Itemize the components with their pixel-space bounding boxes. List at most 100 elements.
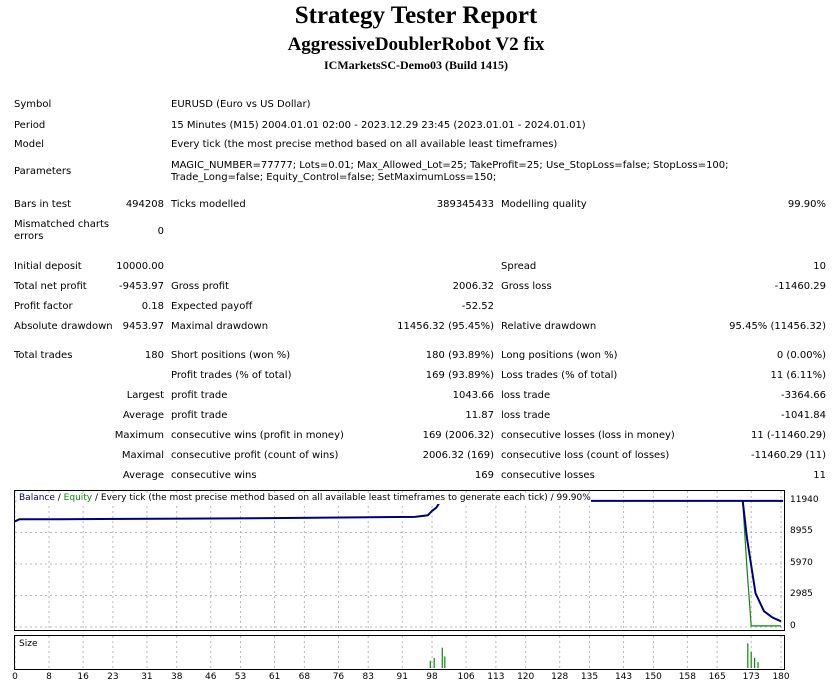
- y-tick-2: 5970: [790, 557, 813, 568]
- x-tick-15: 113: [487, 672, 505, 682]
- x-tick-10: 76: [332, 672, 345, 682]
- largest-loss-value: -3364.66: [781, 390, 826, 401]
- legend-balance: Balance: [19, 493, 55, 503]
- y-tick-0: 11940: [790, 494, 819, 505]
- x-tick-19: 143: [614, 672, 633, 682]
- legend-equity: Equity: [63, 493, 93, 503]
- profittrades-label: Profit trades (% of total): [171, 370, 292, 381]
- x-tick-11: 83: [362, 672, 374, 682]
- maximal-loss-value: -11460.29 (11): [750, 450, 826, 461]
- x-tick-18: 135: [580, 672, 599, 682]
- x-tick-4: 31: [141, 672, 153, 682]
- ticks-value: 389345433: [436, 199, 494, 210]
- avg-losses-label: consecutive losses: [501, 470, 595, 481]
- avg-wins-value: 169: [474, 470, 494, 481]
- x-tick-21: 158: [678, 672, 696, 682]
- maximal-label: Maximal: [121, 450, 164, 461]
- netprofit-value: -9453.97: [119, 281, 164, 292]
- long-label: Long positions (won %): [501, 350, 618, 361]
- x-tick-13: 98: [426, 672, 438, 682]
- netprofit-label: Total net profit: [14, 281, 87, 292]
- average-loss-value: -1041.84: [781, 410, 826, 421]
- x-tick-6: 46: [205, 672, 217, 682]
- x-tick-12: 91: [396, 672, 408, 682]
- x-tick-17: 128: [551, 672, 569, 682]
- grossprofit-value: 2006.32: [452, 281, 494, 292]
- largest-profit-label: profit trade: [171, 390, 228, 401]
- model-value: Every tick (the most precise method base…: [171, 139, 558, 150]
- maxdrawdown-value: 11456.32 (95.45%): [397, 321, 494, 332]
- y-tick-3: 2985: [790, 589, 813, 600]
- deposit-label: Initial deposit: [14, 261, 82, 272]
- chart-legend: Balance / Equity / Every tick (the most …: [19, 493, 591, 504]
- size-chart: Size: [14, 635, 785, 670]
- avg-losses-value: 11: [813, 470, 826, 481]
- balance-chart-svg: [15, 491, 784, 630]
- balance-chart: Balance / Equity / Every tick (the most …: [14, 490, 785, 631]
- losstrades-label: Loss trades (% of total): [501, 370, 618, 381]
- profitfactor-label: Profit factor: [14, 301, 73, 312]
- mismatch-label: Mismatched charts errors: [14, 219, 110, 242]
- largest-label: Largest: [126, 390, 164, 401]
- robot-name: AggressiveDoublerRobot V2 fix: [287, 34, 545, 55]
- maximal-profit-label: consecutive profit (count of wins): [171, 450, 339, 461]
- largest-loss-label: loss trade: [501, 390, 551, 401]
- average-label: Average: [122, 410, 164, 421]
- avg-consecutive-label: Average: [122, 470, 164, 481]
- profittrades-value: 169 (93.89%): [425, 370, 494, 381]
- max-losses-value: 11 (-11460.29): [750, 430, 826, 441]
- absdrawdown-value: 9453.97: [122, 321, 164, 332]
- legend-desc: / Every tick (the most precise method ba…: [92, 493, 591, 503]
- mismatch-value: 0: [157, 226, 164, 237]
- average-loss-label: loss trade: [501, 410, 551, 421]
- model-label: Model: [14, 139, 45, 150]
- period-label: Period: [14, 120, 46, 131]
- x-tick-24: 180: [772, 672, 790, 682]
- grossprofit-label: Gross profit: [171, 281, 229, 292]
- totaltrades-value: 180: [144, 350, 164, 361]
- largest-profit-value: 1043.66: [452, 390, 494, 401]
- short-value: 180 (93.89%): [425, 350, 494, 361]
- x-tick-8: 61: [268, 672, 281, 682]
- x-tick-22: 165: [708, 672, 726, 682]
- x-tick-16: 120: [517, 672, 535, 682]
- x-tick-0: 0: [12, 672, 18, 682]
- period-value: 15 Minutes (M15) 2004.01.01 02:00 - 2023…: [171, 120, 586, 131]
- grossloss-value: -11460.29: [774, 281, 826, 292]
- reldrawdown-label: Relative drawdown: [501, 321, 597, 332]
- maximal-profit-value: 2006.32 (169): [422, 450, 494, 461]
- average-profit-value: 11.87: [465, 410, 494, 421]
- expectedpayoff-value: -52.52: [461, 301, 494, 312]
- x-tick-23: 173: [742, 672, 760, 682]
- x-tick-2: 16: [77, 672, 89, 682]
- spread-value: 10: [813, 261, 826, 272]
- y-tick-4: 0: [790, 621, 796, 631]
- maximal-loss-label: consecutive loss (count of losses): [501, 450, 670, 461]
- short-label: Short positions (won %): [171, 350, 291, 361]
- deposit-value: 10000.00: [116, 261, 164, 272]
- size-label: Size: [19, 639, 38, 649]
- long-value: 0 (0.00%): [776, 350, 826, 361]
- x-tick-1: 8: [46, 672, 52, 682]
- balance-line: [15, 499, 784, 623]
- size-chart-svg: [15, 636, 782, 669]
- x-tick-14: 106: [457, 672, 475, 682]
- symbol-value: EURUSD (Euro vs US Dollar): [171, 99, 311, 110]
- parameters-label: Parameters: [14, 166, 72, 177]
- avg-wins-label: consecutive wins: [171, 470, 257, 481]
- bars-label: Bars in test: [14, 199, 71, 210]
- quality-label: Modelling quality: [501, 199, 587, 210]
- maximum-label: Maximum: [114, 430, 164, 441]
- y-tick-1: 8955: [790, 526, 813, 537]
- parameters-value: MAGIC_NUMBER=77777; Lots=0.01; Max_Allow…: [171, 160, 729, 183]
- x-tick-9: 68: [298, 672, 311, 682]
- totaltrades-label: Total trades: [14, 350, 73, 361]
- expectedpayoff-label: Expected payoff: [171, 301, 253, 312]
- spread-label: Spread: [501, 261, 537, 272]
- legend-sep: /: [54, 493, 64, 503]
- max-wins-label: consecutive wins (profit in money): [171, 430, 344, 441]
- symbol-label: Symbol: [14, 99, 52, 110]
- x-tick-5: 38: [170, 672, 183, 682]
- quality-value: 99.90%: [787, 199, 826, 210]
- losstrades-value: 11 (6.11%): [770, 370, 826, 381]
